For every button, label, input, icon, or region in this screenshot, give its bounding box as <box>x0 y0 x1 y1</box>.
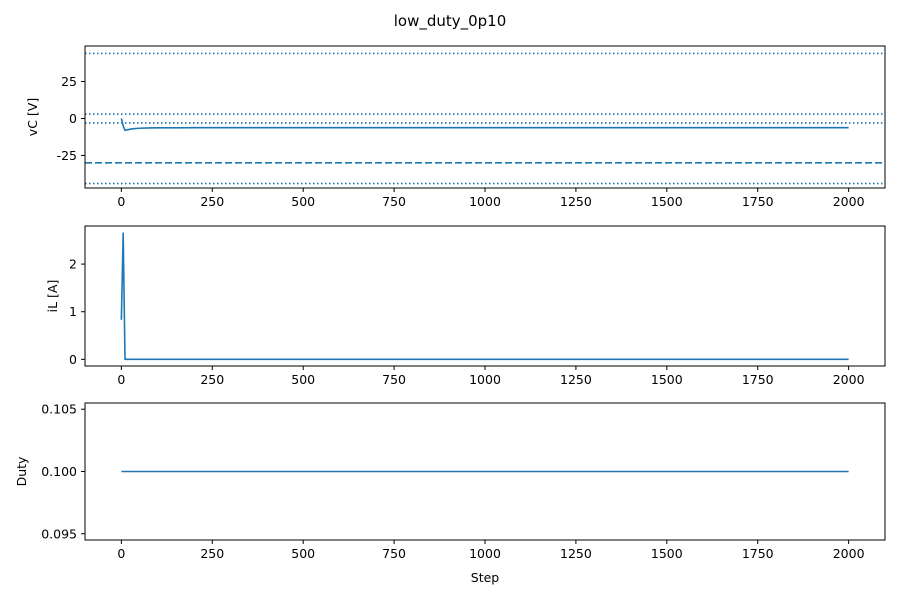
y-axis-label: vC [V] <box>25 98 40 136</box>
x-tick-label: 250 <box>200 372 224 387</box>
x-tick-label: 1500 <box>651 546 683 561</box>
x-tick-label: 0 <box>117 546 125 561</box>
axes-frame-1 <box>84 45 886 189</box>
subplot-3: 0 250 500 750 1000 1250 1500 1750 2000 0.095 0.100… <box>14 402 886 585</box>
x-tick-label: 500 <box>291 194 315 209</box>
y-tick-label: 0.095 <box>41 526 77 541</box>
y-axis-label: iL [A] <box>45 280 60 313</box>
x-tick-label: 2000 <box>833 546 865 561</box>
x-tick-label: 1250 <box>560 194 592 209</box>
x-tick-label: 0 <box>117 194 125 209</box>
x-tick-label: 2000 <box>833 194 865 209</box>
series-line-2-1 <box>120 232 849 361</box>
x-tick-label: 1250 <box>560 546 592 561</box>
subplot-1: 0 250 500 750 1000 1250 1500 1750 2000 -25 0 25 vC [… <box>25 45 886 209</box>
y-tick-label: 0 <box>69 111 77 126</box>
x-tick-label: 1750 <box>742 194 774 209</box>
y-tick-label: 0.100 <box>41 464 77 479</box>
x-tick-label: 1000 <box>469 194 501 209</box>
x-tick-label: 1000 <box>469 546 501 561</box>
series-line-1-1 <box>120 118 849 132</box>
y-tick-label: 0 <box>69 352 77 367</box>
x-tick-label: 500 <box>291 546 315 561</box>
x-tick-label: 1000 <box>469 372 501 387</box>
x-tick-label: 1500 <box>651 194 683 209</box>
x-tick-label: 1750 <box>742 546 774 561</box>
x-tick-label: 750 <box>382 372 406 387</box>
axes-frame-2 <box>84 225 886 367</box>
y-tick-label: 25 <box>61 74 77 89</box>
plot-area-2 <box>120 232 849 361</box>
x-tick-label: 1750 <box>742 372 774 387</box>
y-tick-label: -25 <box>57 148 77 163</box>
x-tick-label: 750 <box>382 546 406 561</box>
x-tick-label: 250 <box>200 546 224 561</box>
y-tick-label: 0.105 <box>41 402 77 417</box>
plot-area-1 <box>85 52 885 185</box>
x-tick-label: 1250 <box>560 372 592 387</box>
y-axis-label: Duty <box>14 456 29 486</box>
x-tick-label: 1500 <box>651 372 683 387</box>
subplot-2: 0 250 500 750 1000 1250 1500 1750 2000 0 1 2 iL [A] <box>45 225 886 387</box>
x-tick-label: 2000 <box>833 372 865 387</box>
figure-title: low_duty_0p10 <box>394 12 507 31</box>
x-tick-label: 250 <box>200 194 224 209</box>
x-tick-label: 0 <box>117 372 125 387</box>
x-tick-label: 500 <box>291 372 315 387</box>
y-tick-label: 1 <box>69 304 77 319</box>
y-tick-label: 2 <box>69 257 77 272</box>
x-tick-label: 750 <box>382 194 406 209</box>
x-axis-label: Step <box>471 570 500 585</box>
